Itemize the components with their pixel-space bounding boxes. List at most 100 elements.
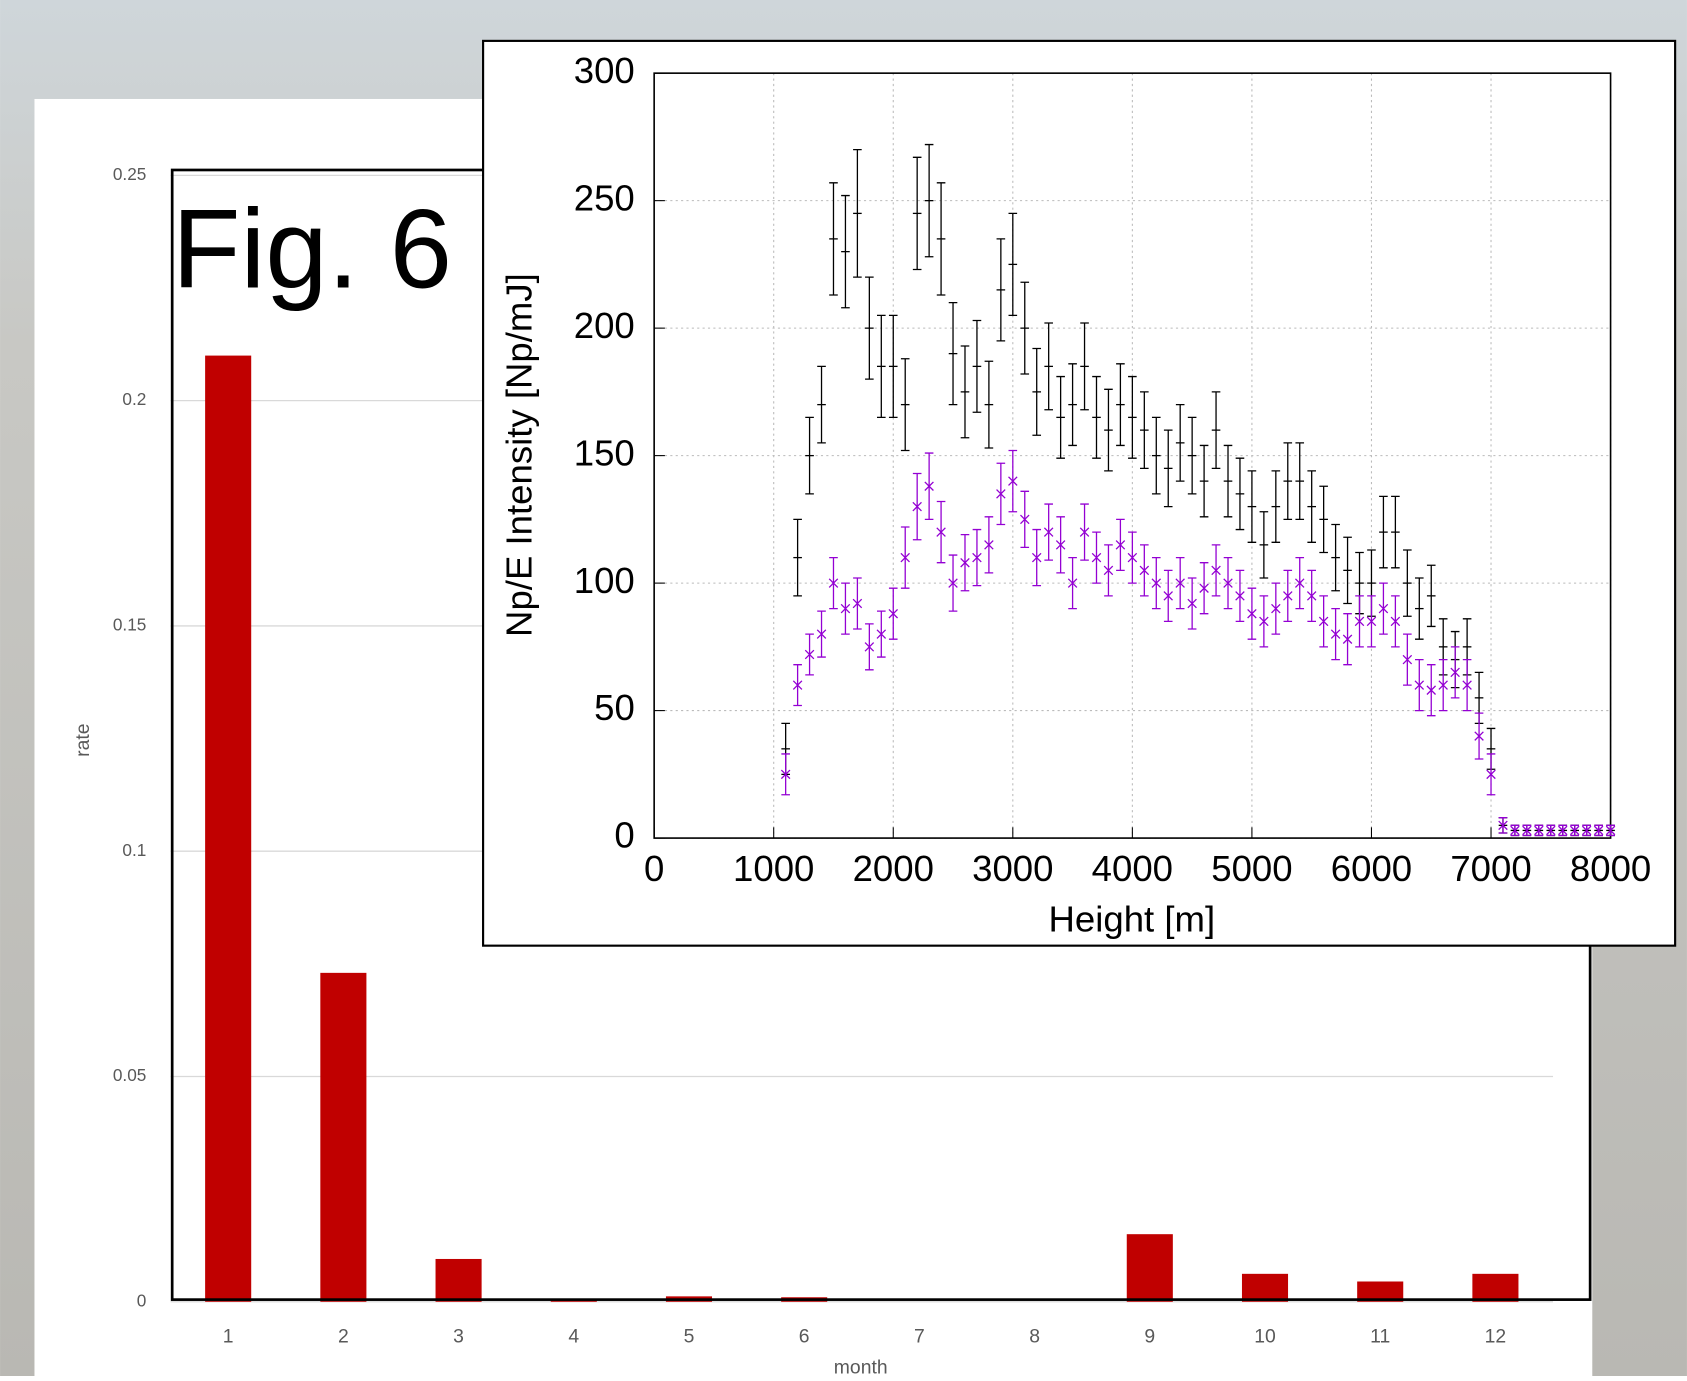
plot-frame (653, 72, 1612, 839)
point-marker (1426, 685, 1437, 695)
point-marker (1175, 578, 1185, 588)
point-marker (996, 489, 1006, 499)
point-marker (1546, 825, 1556, 836)
point-marker (1067, 578, 1078, 588)
point-marker (1605, 825, 1616, 836)
y-tick-label: 0.2 (122, 389, 146, 409)
bar (1126, 1234, 1173, 1302)
point-marker (1318, 616, 1329, 627)
point-marker (1115, 540, 1126, 550)
x-axis-title: Height [m] (1049, 899, 1216, 940)
point-marker (876, 629, 887, 639)
point-marker (1534, 825, 1544, 836)
point-marker (1187, 598, 1197, 609)
bar (1241, 1273, 1289, 1302)
point-marker (792, 680, 803, 690)
point-marker (1008, 476, 1018, 486)
point-marker (1378, 603, 1389, 614)
bar (435, 1258, 482, 1302)
x-tick-label: 1000 (733, 848, 814, 889)
x-tick-label: 8000 (1570, 848, 1651, 889)
point-marker (1283, 591, 1293, 601)
y-tick-label: 250 (574, 177, 635, 218)
x-tick-label: 7000 (1450, 848, 1531, 889)
point-marker (1486, 769, 1496, 780)
x-tick-label: 4000 (1092, 848, 1173, 889)
point-marker (984, 540, 994, 550)
point-marker (1354, 616, 1365, 627)
x-tick-label: 10 (1254, 1325, 1276, 1347)
x-tick-label: 4 (568, 1325, 579, 1347)
point-marker (960, 557, 970, 568)
point-marker (924, 481, 934, 491)
x-tick-label: 5 (684, 1325, 695, 1347)
y-tick-label: 0.05 (113, 1065, 146, 1085)
point-marker (1462, 680, 1472, 690)
point-marker (1366, 616, 1377, 627)
x-tick-label: 6000 (1331, 848, 1412, 889)
point-marker (1522, 825, 1532, 836)
bar (1472, 1273, 1519, 1302)
x-tick-label: 0 (644, 848, 664, 889)
y-tick-label: 0.25 (113, 164, 146, 184)
inset-panel (482, 39, 1677, 947)
y-tick-label: 100 (574, 560, 635, 601)
point-marker (840, 603, 851, 614)
point-marker (1498, 820, 1508, 831)
x-tick-label: 1 (223, 1325, 234, 1347)
x-tick-label: 7 (914, 1325, 925, 1347)
point-marker (1450, 667, 1460, 678)
point-marker (1330, 629, 1341, 639)
point-marker (1294, 578, 1305, 588)
y-tick-label: 0.15 (113, 614, 146, 634)
x-tick-label: 2000 (853, 848, 934, 889)
point-marker (1199, 583, 1209, 593)
point-marker (1055, 540, 1066, 550)
x-axis-title: month (834, 1357, 888, 1376)
point-marker (1306, 591, 1317, 601)
point-marker (1211, 565, 1221, 576)
point-marker (1557, 825, 1568, 836)
point-marker (1139, 565, 1150, 576)
y-tick-label: 150 (574, 432, 635, 473)
bar (1357, 1281, 1404, 1302)
y-axis-title: Np/E Intensity [Np/mJ] (498, 273, 539, 637)
point-marker (828, 578, 839, 588)
x-tick-label: 5000 (1211, 848, 1292, 889)
point-marker (1510, 825, 1520, 836)
point-marker (1474, 731, 1484, 741)
point-marker (1151, 578, 1162, 588)
x-tick-label: 8 (1029, 1325, 1040, 1347)
point-marker (1020, 514, 1030, 525)
y-tick-label: 0 (614, 815, 634, 856)
point-marker (888, 608, 899, 619)
point-marker (1043, 527, 1054, 537)
point-marker (804, 649, 815, 660)
point-marker (864, 642, 875, 652)
point-marker (1414, 680, 1425, 690)
y-tick-label: 300 (574, 50, 635, 91)
point-marker (816, 629, 827, 639)
point-marker (912, 501, 922, 512)
x-tick-label: 9 (1144, 1325, 1155, 1347)
point-marker (1031, 552, 1042, 563)
y-tick-label: 200 (574, 305, 635, 346)
point-marker (900, 552, 910, 563)
point-marker (1163, 591, 1173, 601)
point-marker (1103, 565, 1114, 576)
point-marker (852, 598, 863, 609)
point-marker (1402, 654, 1413, 665)
y-tick-label: 0 (137, 1290, 147, 1310)
x-tick-label: 6 (799, 1325, 810, 1347)
point-marker (1390, 616, 1401, 627)
point-marker (1581, 825, 1592, 836)
bar (205, 355, 252, 1302)
point-marker (1247, 608, 1257, 619)
point-marker (1569, 825, 1580, 836)
point-marker (1079, 527, 1090, 537)
x-tick-label: 3 (453, 1325, 464, 1347)
bar (320, 972, 367, 1302)
